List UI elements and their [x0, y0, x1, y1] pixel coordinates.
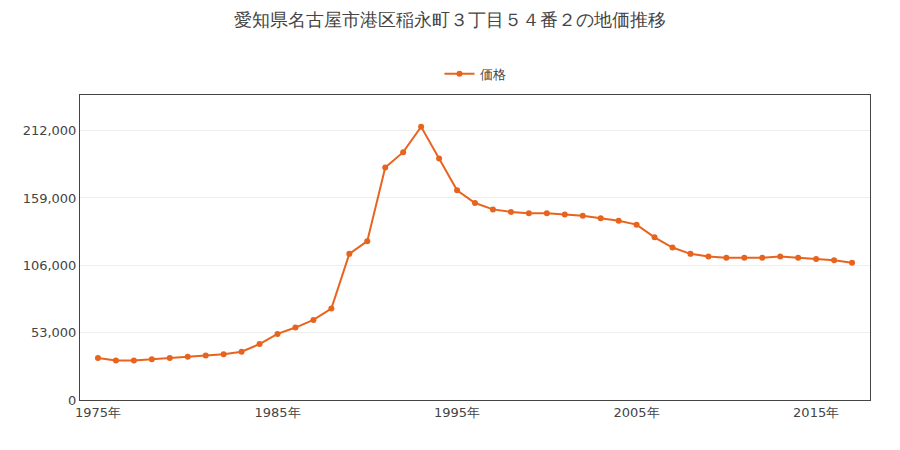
svg-text:159,000: 159,000 — [23, 190, 77, 205]
svg-text:212,000: 212,000 — [23, 123, 77, 138]
svg-text:1975年: 1975年 — [75, 405, 121, 420]
svg-text:106,000: 106,000 — [23, 258, 77, 273]
svg-text:2015年: 2015年 — [793, 405, 839, 420]
svg-text:0: 0 — [68, 393, 76, 408]
svg-text:1985年: 1985年 — [254, 405, 300, 420]
svg-text:価格: 価格 — [480, 67, 506, 82]
svg-text:53,000: 53,000 — [31, 325, 77, 340]
svg-text:1995年: 1995年 — [434, 405, 480, 420]
svg-text:2005年: 2005年 — [614, 405, 660, 420]
svg-text:愛知県名古屋市港区稲永町３丁目５４番２の地価推移: 愛知県名古屋市港区稲永町３丁目５４番２の地価推移 — [234, 9, 666, 30]
